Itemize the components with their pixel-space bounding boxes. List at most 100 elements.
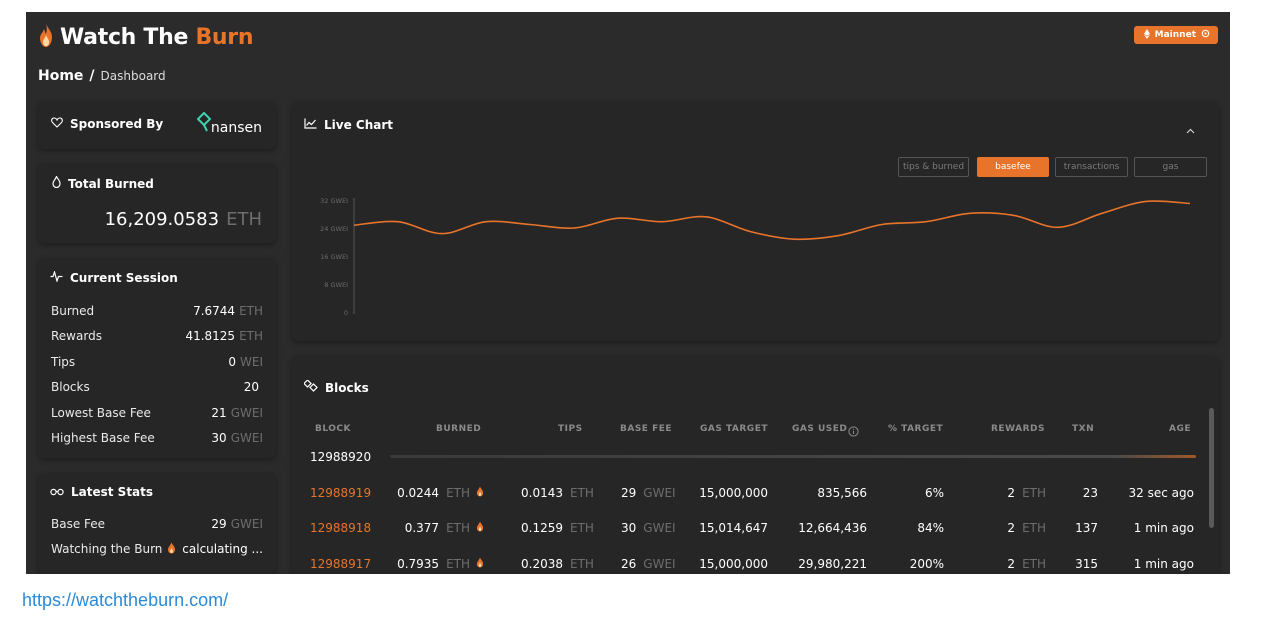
column-header[interactable]: % TARGET (888, 424, 944, 434)
rewards-value: 2 (1007, 486, 1016, 500)
column-header[interactable]: BLOCK (315, 424, 352, 434)
sponsor-label: Sponsored By (70, 117, 164, 131)
pct-target-value: 84% (917, 521, 944, 535)
burned-value: 0.0244 (397, 486, 440, 500)
total-burned-card: Total Burned 16,209.0583 ETH (38, 163, 276, 243)
age-value: 1 min ago (1133, 521, 1194, 535)
y-tick-label: 0 (344, 309, 348, 317)
breadcrumb-separator: / (89, 68, 95, 84)
block-number-link[interactable]: 12988919 (310, 486, 372, 500)
network-selector-button[interactable]: Mainnet (1133, 26, 1218, 44)
gas-target-cell: 15,000,000 (699, 557, 768, 571)
tips-cell: 0.2038 ETH (521, 557, 594, 571)
y-tick-label: 24 GWEI (320, 225, 348, 233)
column-header[interactable]: TIPS (558, 424, 583, 434)
txn-value: 23 (1082, 486, 1098, 500)
tab-tips-burned[interactable]: tips & burned (898, 157, 969, 177)
gas-used-cell: 835,566 (817, 486, 867, 500)
current-session-card: Current Session Burned 7.6744 ETH Rewards 41… (38, 258, 276, 458)
settings-icon (1201, 29, 1210, 41)
latest-base-fee-label: Base Fee (51, 516, 106, 531)
tab-basefee[interactable]: basefee (977, 157, 1049, 177)
pending-block-number: 12988920 (310, 450, 372, 464)
session-stat-label: Rewards (51, 329, 102, 344)
tips-value: 0.0143 (521, 486, 563, 500)
heart-icon (51, 117, 63, 131)
age-value: 1 min ago (1133, 557, 1194, 571)
session-stat-value: 0 (228, 354, 236, 369)
block-cell[interactable]: 12988917 (310, 557, 371, 571)
gas-used-value: 835,566 (817, 486, 867, 500)
pending-block-progress (390, 455, 1196, 458)
flame-logo-icon (38, 22, 54, 52)
nansen-logo[interactable]: nansen (196, 110, 262, 138)
block-cell[interactable]: 12988919 (310, 486, 371, 500)
line-chart-icon (304, 118, 317, 132)
tips-value: 0.1259 (521, 521, 563, 535)
tips-cell: 0.1259 ETH (521, 521, 594, 535)
txn-cell: 315 (1075, 557, 1098, 571)
info-icon[interactable] (848, 422, 859, 441)
latest-stats-card: Latest Stats Base Fee 29 GWEI Watching th… (38, 473, 276, 574)
y-tick-label: 16 GWEI (320, 253, 348, 261)
burned-cell: 0.377 ETH (405, 521, 484, 535)
txn-cell: 23 (1083, 486, 1098, 500)
eth-unit: ETH (446, 486, 470, 500)
app-title-accent: Burn (195, 24, 254, 50)
burned-cell: 0.7935 ETH (397, 557, 484, 571)
live-chart-card: Live Chart tips & burned basefee transac… (292, 101, 1219, 341)
watching-burn-label-wrap: Watching the Burn (51, 542, 176, 557)
burned-cell: 0.0244 ETH (397, 486, 484, 500)
column-header[interactable]: BASE FEE (620, 424, 673, 434)
rewards-value: 2 (1007, 521, 1016, 535)
base-fee-cell: 26 GWEI (621, 557, 676, 571)
block-number-link[interactable]: 12988918 (310, 521, 372, 535)
collapse-chevron-icon[interactable] (1186, 119, 1195, 138)
gas-used-value: 29,980,221 (798, 557, 867, 571)
session-stat-label: Blocks (51, 380, 90, 395)
latest-stats-title: Latest Stats (71, 485, 154, 499)
app-window: Watch The Burn Mainnet Home / Dashboard … (26, 12, 1230, 574)
gas-used-cell: 12,664,436 (798, 521, 867, 535)
session-stat-unit: GWEI (230, 431, 263, 446)
source-url-link[interactable]: https://watchtheburn.com/ (22, 590, 229, 610)
total-burned-title: Total Burned (68, 176, 154, 191)
nansen-logo-text: nansen (210, 120, 262, 136)
breadcrumb-home[interactable]: Home (38, 68, 84, 84)
tab-transactions[interactable]: transactions (1055, 157, 1128, 177)
blocks-scrollbar[interactable] (1209, 408, 1214, 528)
breadcrumb: Home / Dashboard (38, 68, 166, 84)
txn-value: 315 (1075, 557, 1098, 571)
app-title[interactable]: Watch The Burn (60, 24, 254, 50)
gwei-unit: GWEI (643, 521, 676, 535)
gwei-unit: GWEI (643, 486, 676, 500)
column-header[interactable]: REWARDS (991, 424, 1045, 434)
session-stat-label: Highest Base Fee (51, 431, 155, 446)
pct-target-cell: 84% (917, 521, 944, 535)
tips-cell: 0.0143 ETH (521, 486, 594, 500)
rewards-value: 2 (1007, 557, 1016, 571)
rewards-cell: 2 ETH (1007, 557, 1046, 571)
tab-gas[interactable]: gas (1134, 157, 1207, 177)
column-header[interactable]: GAS TARGET (700, 424, 768, 434)
session-stat-label: Burned (51, 303, 95, 318)
gas-target-value: 15,000,000 (699, 486, 768, 500)
block-number-link[interactable]: 12988917 (310, 557, 372, 571)
column-header[interactable]: BURNED (436, 424, 482, 434)
column-header[interactable]: TXN (1072, 424, 1095, 434)
flame-icon (167, 542, 176, 557)
column-header[interactable]: GAS USED (792, 424, 848, 434)
base-fee-cell: 30 GWEI (621, 521, 676, 535)
column-header[interactable]: AGE (1169, 424, 1192, 434)
pct-target-cell: 200% (910, 557, 944, 571)
flame-icon (476, 486, 484, 500)
y-tick-label: 32 GWEI (320, 197, 348, 205)
session-stat-row: Lowest Base Fee 21 GWEI (51, 400, 263, 426)
latest-base-fee-unit: GWEI (230, 516, 263, 531)
eth-unit: ETH (570, 521, 594, 535)
session-stat-unit: GWEI (230, 405, 263, 420)
session-stat-unit: ETH (239, 329, 263, 344)
glasses-icon (50, 485, 64, 499)
block-cell[interactable]: 12988918 (310, 521, 371, 535)
session-stat-value: 21 (211, 405, 227, 420)
